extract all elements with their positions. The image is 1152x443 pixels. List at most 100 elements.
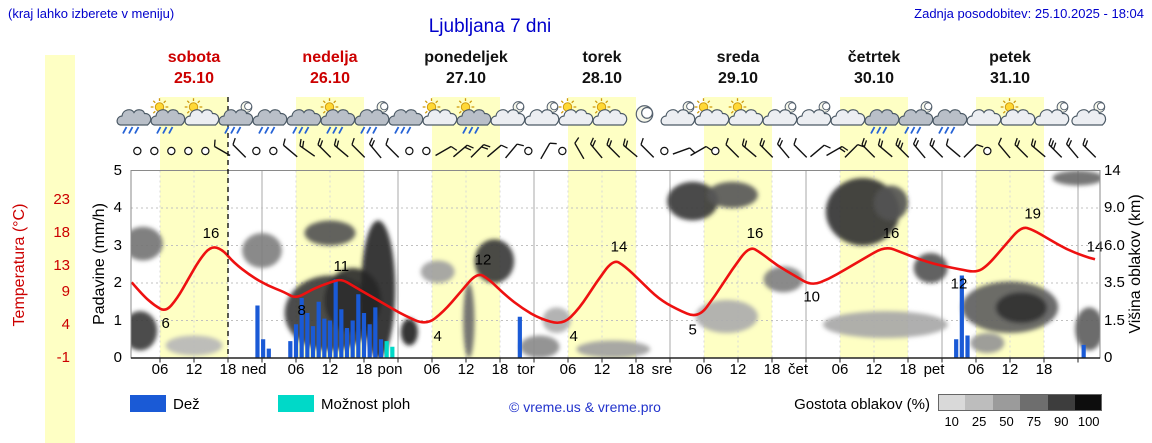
wind-barb-icon [470,144,491,158]
rain-icon [870,126,876,134]
weather-icon-moon-cloud-rain [354,101,390,134]
showers-legend-label: Možnost ploh [321,396,411,413]
cloud-icon [354,109,390,126]
wind-calm-icon [711,146,720,156]
x-day-label-ned: ned [241,361,267,378]
wind-calm-icon [150,146,159,156]
rain-icon [230,126,236,134]
wind-barb-icon [912,137,926,159]
rain-bar [322,318,327,358]
day-date-31.10: 31.10 [989,70,1031,87]
temperature-curve [131,226,1096,325]
rain-icon [406,126,412,134]
temperature-value-label: 19 [1024,205,1041,222]
cloud-icon [660,109,696,126]
moon-icon [635,105,654,123]
rain-icon [236,126,242,134]
cloud-blob [823,311,948,338]
rain-bar [327,320,333,358]
rain-icon [944,126,950,134]
wind-barb-icon [232,137,247,158]
weather-icon-moon-cloud-rain [898,101,934,134]
rain-icon [332,126,338,134]
day-date-27.10: 27.10 [445,70,487,87]
cloud-blob [165,335,223,356]
rain-icon [338,126,344,134]
wind-barb-icon [640,137,655,158]
wind-barb-icon [282,138,298,158]
rain-bar [344,328,350,358]
temperature-value-label: 16 [883,225,900,242]
rain-icon [916,126,922,134]
weather-icon-sun-cloud [592,98,628,126]
temperature-value-label: 12 [475,251,492,268]
wind-barb-icon [351,137,366,158]
cloud-density-legend-label: Gostota oblakov (%) [794,396,930,413]
wind-barb-icon [1030,138,1046,158]
wind-calm-icon [405,146,414,156]
x-hour-label: 18 [491,361,509,378]
wind-barb-icon [690,145,713,157]
rain-bar [350,320,355,358]
wind-barb-icon [299,138,316,157]
cloud-icon [490,109,526,126]
wind-barb-icon [895,137,910,158]
weather-icon-cloud-rain [252,109,288,134]
temperature-value-label: 4 [569,328,577,345]
wind-barb-icon [826,145,849,157]
rain-bar [310,326,316,358]
wind-barb-icon [606,137,621,158]
copyright-link[interactable]: © vreme.us & vreme.pro [509,399,661,415]
rain-icon [258,126,264,134]
cloud-icon [932,109,968,126]
weather-icon-moon-cloud [1071,101,1107,126]
x-hour-label: 12 [593,361,611,378]
rain-icon [304,126,310,134]
wind-barb-icon [622,138,638,158]
wind-barb-icon [741,138,757,158]
day-name-torek: torek [582,49,622,66]
weather-icon-sun-cloud [694,98,730,126]
weather-icon-moon-cloud [524,101,560,126]
rain-bar [965,335,970,358]
cloud-tick-0: 0 [1104,349,1113,366]
page-title: Ljubljana 7 dni [428,16,552,37]
cloud-icon [1000,109,1036,126]
cloud-blob [361,220,396,358]
weather-icon-sun-cloud [728,98,764,126]
precip-tick-0: 0 [113,349,122,366]
cloud-tick-14: 14 [1104,161,1121,179]
cloud-blob [242,233,282,268]
rain-icon [122,126,128,134]
temp-tick-23: 23 [53,191,70,209]
cloud-blob [542,307,571,333]
x-hour-label: 12 [185,361,203,378]
wind-calm-icon [184,146,193,156]
cloud-scale-segment-75 [1020,394,1048,411]
left-accent-strip [45,55,75,443]
cloud-scale-number-10: 10 [944,414,959,429]
cloud-blob [706,181,758,208]
wind-barb-icon [877,138,893,158]
temperature-value-label: 10 [803,289,820,306]
cloud-icon [388,109,424,126]
rain-bar [261,339,266,358]
wind-calm-icon [558,146,567,156]
rain-bar [255,305,260,358]
rain-bar [266,348,271,358]
x-hour-label: 12 [1001,361,1019,378]
cloud-icon [864,109,900,126]
wind-barb-icon [385,137,400,158]
precip-tick-1: 1 [113,311,122,329]
cloud-tick-6.0: 6.0 [1104,236,1125,254]
wind-calm-icon [524,146,533,156]
rain-icon [882,126,888,134]
x-day-label-čet: čet [787,361,808,378]
day-name-nedelja: nedelja [302,49,358,66]
cloud-icon [830,109,866,126]
cloud-icon [320,109,356,126]
wind-barb-icon [333,138,349,158]
rain-bar [1081,344,1086,358]
temperature-value-label: 6 [161,315,169,332]
